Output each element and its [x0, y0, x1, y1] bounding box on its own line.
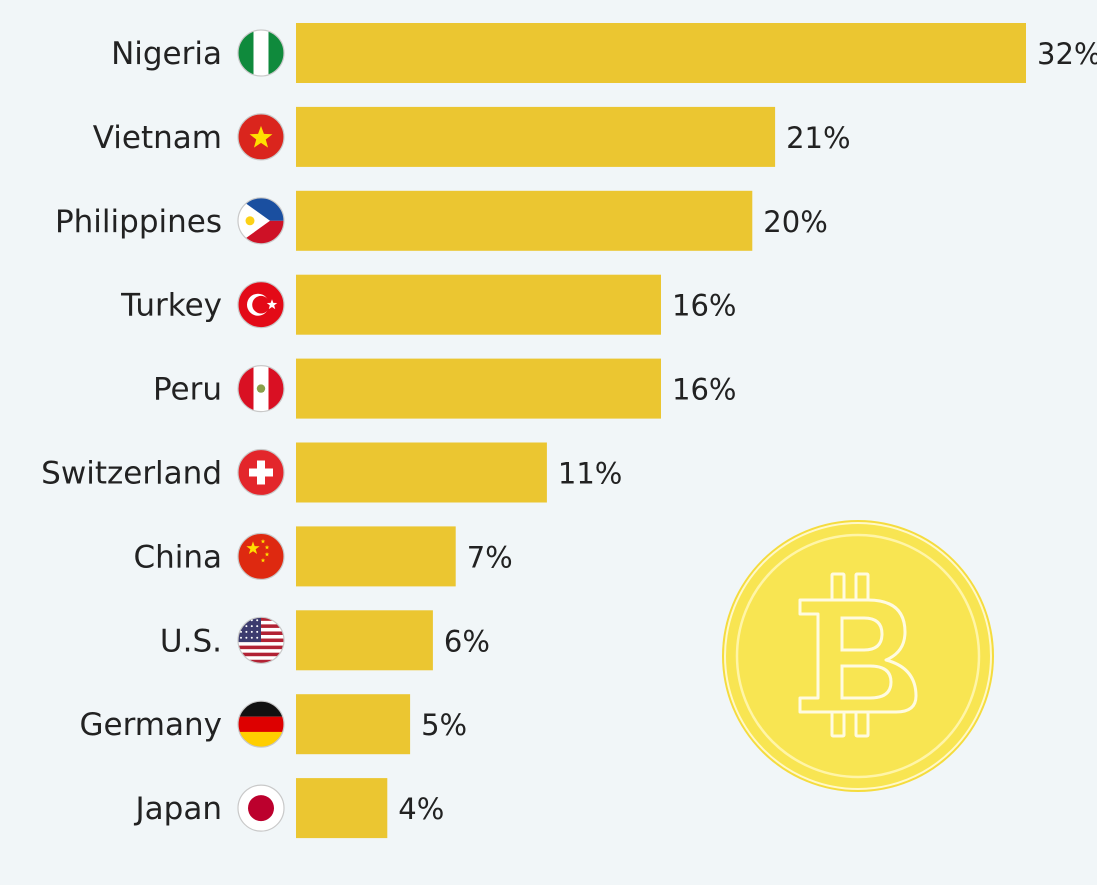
category-label-turkey: Turkey	[120, 288, 222, 324]
turkey-flag-icon	[237, 281, 285, 329]
japan-flag-icon	[237, 784, 285, 832]
us-flag-icon	[237, 616, 285, 664]
bar-china	[296, 526, 456, 587]
value-label-u-s: 6%	[444, 624, 490, 658]
philippines-flag-icon	[237, 197, 285, 245]
category-label-switzerland: Switzerland	[41, 456, 222, 492]
nigeria-flag-icon	[237, 29, 285, 77]
category-label-peru: Peru	[153, 372, 222, 408]
vietnam-flag-icon	[237, 113, 285, 161]
value-label-turkey: 16%	[672, 289, 736, 323]
peru-flag-icon	[237, 365, 285, 413]
bar-u-s	[296, 610, 433, 671]
category-label-philippines: Philippines	[55, 204, 222, 240]
category-label-japan: Japan	[134, 791, 222, 827]
category-label-u-s: U.S.	[160, 623, 222, 659]
category-label-nigeria: Nigeria	[111, 36, 222, 72]
bar-turkey	[296, 274, 661, 335]
value-label-nigeria: 32%	[1037, 37, 1097, 71]
bar-germany	[296, 694, 411, 755]
value-label-germany: 5%	[421, 708, 467, 742]
bitcoin-coin-icon	[722, 520, 994, 792]
value-label-switzerland: 11%	[558, 457, 622, 491]
value-label-philippines: 20%	[763, 205, 827, 239]
bar-nigeria	[296, 23, 1026, 83]
value-label-china: 7%	[467, 540, 513, 574]
value-label-japan: 4%	[398, 792, 444, 826]
bar-vietnam	[296, 106, 776, 167]
bar-japan	[296, 778, 388, 839]
bar-philippines	[296, 190, 753, 251]
category-label-vietnam: Vietnam	[93, 120, 222, 156]
category-label-china: China	[133, 539, 222, 575]
bar-switzerland	[296, 442, 547, 503]
value-label-peru: 16%	[672, 373, 736, 407]
bar-peru	[296, 358, 661, 419]
germany-flag-icon	[237, 700, 285, 748]
value-label-vietnam: 21%	[786, 121, 850, 155]
switzerland-flag-icon	[237, 448, 285, 497]
china-flag-icon	[237, 532, 285, 581]
category-label-germany: Germany	[80, 707, 222, 743]
